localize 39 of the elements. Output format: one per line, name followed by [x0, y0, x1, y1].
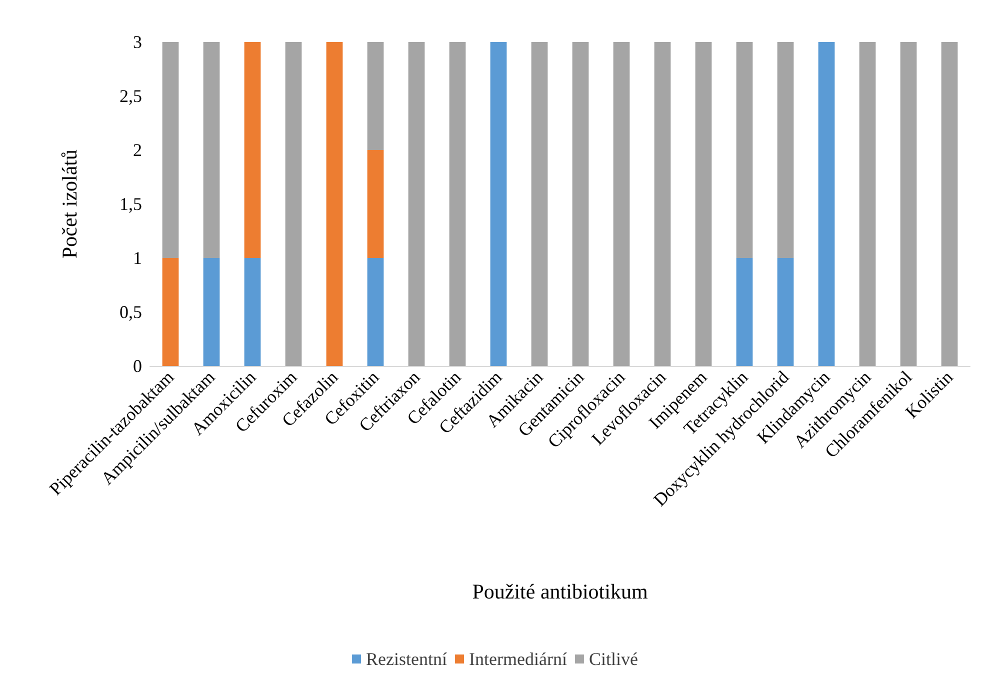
bar [859, 42, 876, 366]
bar [695, 42, 712, 366]
bar [203, 42, 220, 258]
bar [203, 258, 220, 366]
bar [367, 258, 384, 366]
bar [777, 42, 794, 258]
bar [449, 42, 466, 366]
y-tick-label: 2 [133, 140, 142, 160]
bar [572, 42, 589, 366]
legend-label: Rezistentní [366, 649, 448, 669]
bar [900, 42, 917, 366]
y-tick-label: 1 [133, 248, 142, 268]
y-tick-label: 0 [133, 356, 142, 376]
bar [367, 42, 384, 150]
bar [408, 42, 425, 366]
bar [162, 258, 179, 366]
bar [777, 258, 794, 366]
y-tick-label: 1,5 [120, 194, 142, 214]
legend-label: Citlivé [588, 649, 638, 669]
bar [531, 42, 548, 366]
bar [818, 42, 835, 366]
bar [244, 258, 261, 366]
y-tick-label: 3 [133, 32, 142, 52]
bar [244, 42, 261, 258]
y-tick-label: 2,5 [120, 86, 142, 106]
bar [613, 42, 630, 366]
y-tick-label: 0,5 [120, 302, 142, 322]
bar [326, 42, 343, 366]
bar [941, 42, 958, 366]
bar [490, 42, 507, 366]
legend-label: Intermediární [469, 649, 567, 669]
y-axis-title: Počet izolátů [58, 148, 82, 259]
bar [654, 42, 671, 366]
bar [367, 150, 384, 258]
bar [736, 258, 753, 366]
bar [162, 42, 179, 258]
bar [285, 42, 302, 366]
x-axis-title: Použité antibiotikum [472, 580, 648, 604]
bar [736, 42, 753, 258]
